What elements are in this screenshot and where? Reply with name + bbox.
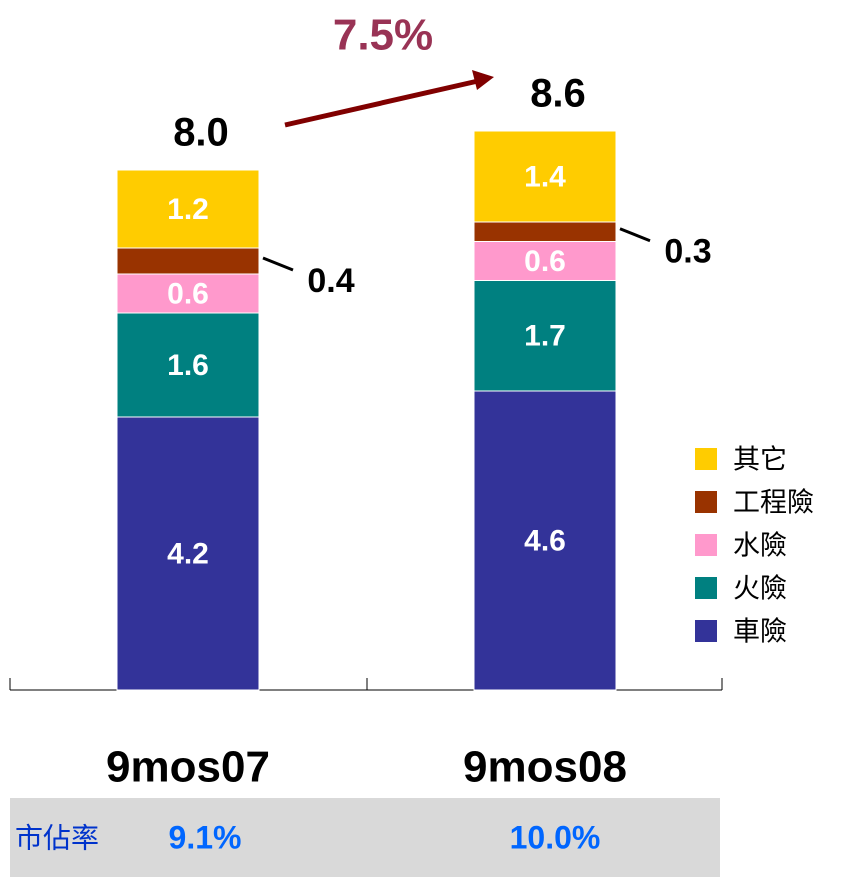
segment-label: 4.6 bbox=[524, 524, 566, 557]
total-label: 8.0 bbox=[173, 111, 229, 155]
growth-annotation: 7.5% bbox=[333, 11, 433, 60]
legend-swatch bbox=[695, 620, 717, 642]
bar-segment bbox=[473, 390, 617, 691]
segment-label: 0.6 bbox=[524, 245, 566, 278]
share-label: 市佔率 bbox=[15, 822, 99, 855]
legend-label: 火險 bbox=[733, 574, 787, 605]
legend-label: 車險 bbox=[733, 617, 787, 648]
x-tick-label: 9mos07 bbox=[106, 743, 270, 792]
bar-segment bbox=[116, 247, 260, 275]
legend-label: 工程險 bbox=[733, 488, 814, 519]
segment-label: 4.2 bbox=[167, 537, 209, 570]
legend-swatch bbox=[695, 448, 717, 470]
leader-line bbox=[619, 227, 651, 243]
bar-segment bbox=[116, 312, 260, 418]
share-value: 10.0% bbox=[510, 819, 601, 855]
segment-label: 0.4 bbox=[307, 262, 354, 300]
segment-label: 1.6 bbox=[167, 349, 209, 382]
legend-swatch bbox=[695, 534, 717, 556]
segment-label: 1.4 bbox=[524, 160, 566, 193]
bar-segment bbox=[473, 130, 617, 223]
bar-segment bbox=[116, 416, 260, 691]
legend-swatch bbox=[695, 491, 717, 513]
x-tick-label: 9mos08 bbox=[463, 743, 627, 792]
segment-label: 1.2 bbox=[167, 193, 209, 226]
segment-label: 0.6 bbox=[167, 277, 209, 310]
share-band bbox=[10, 798, 720, 877]
segment-label: 0.3 bbox=[664, 233, 711, 271]
total-label: 8.6 bbox=[530, 72, 586, 116]
share-value: 9.1% bbox=[169, 819, 242, 855]
bar-segment bbox=[473, 241, 617, 281]
segment-label: 1.7 bbox=[524, 320, 566, 353]
legend-swatch bbox=[695, 577, 717, 599]
bar-segment bbox=[473, 280, 617, 392]
legend-label: 其它 bbox=[733, 445, 787, 476]
growth-arrow bbox=[284, 78, 479, 128]
bar-segment bbox=[473, 221, 617, 242]
arrow-head bbox=[472, 70, 494, 90]
legend-label: 水險 bbox=[733, 531, 787, 562]
bar-segment bbox=[116, 169, 260, 249]
leader-line bbox=[262, 256, 294, 272]
